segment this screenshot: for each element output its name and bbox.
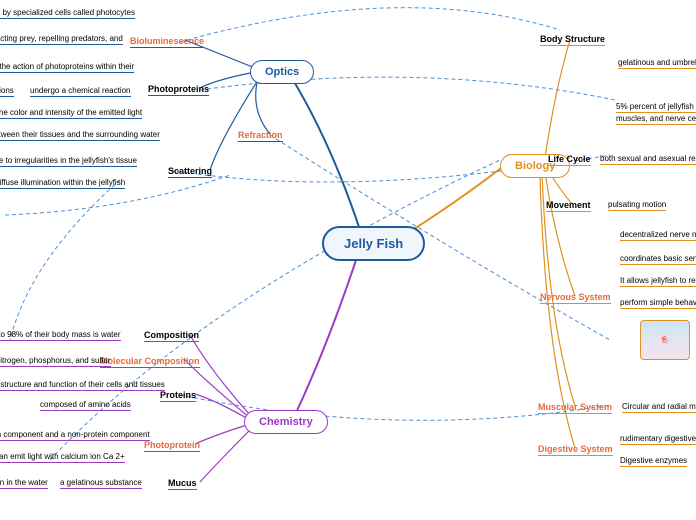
leaf: pulsating motion (608, 200, 666, 211)
sub-life-cycle[interactable]: Life Cycle (548, 154, 591, 166)
leaf: through the action of photoproteins with… (0, 62, 134, 73)
center-node[interactable]: Jelly Fish (322, 226, 425, 261)
leaf: like attracting prey, repelling predator… (0, 34, 123, 45)
leaf: al in the structure and function of thei… (0, 380, 165, 391)
leaf: It allows jellyfish to re (620, 276, 696, 287)
sub-nervous[interactable]: Nervous System (540, 292, 611, 304)
leaf: muscles, and nerve cell (616, 114, 696, 125)
sub-body-structure[interactable]: Body Structure (540, 34, 605, 46)
leaf: xygen, nitrogen, phosphorus, and sulfur (0, 356, 111, 367)
leaf: decentralized nerve n (620, 230, 696, 241)
sub-muscular[interactable]: Muscular System (538, 402, 612, 414)
leaf: n of light by specialized cells called p… (0, 8, 135, 19)
leaf: Circular and radial m (622, 402, 696, 413)
sub-movement[interactable]: Movement (546, 200, 591, 212)
leaf: gelatinous and umbrell (618, 58, 696, 69)
sub-digestive[interactable]: Digestive System (538, 444, 613, 456)
leaf: cium ions (0, 86, 14, 97)
sub-refraction[interactable]: Refraction (238, 130, 283, 142)
leaf: 5% percent of jellyfish b (616, 102, 696, 113)
jellyfish-image-icon: 🪼 (640, 320, 690, 360)
sub-scattering[interactable]: Scattering (168, 166, 212, 178)
sub-molecular[interactable]: Molecular Composition (100, 356, 200, 368)
leaf: ermine the color and intensity of the em… (0, 108, 142, 119)
leaf: a gelatinous substance (60, 478, 142, 489)
leaf: rudimentary digestive (620, 434, 696, 445)
sub-composition[interactable]: Composition (144, 330, 199, 342)
leaf: ndex between their tissues and the surro… (0, 130, 160, 141)
sub-mucus[interactable]: Mucus (168, 478, 197, 490)
sub-photoprotein[interactable]: Photoprotein (144, 440, 200, 452)
leaf: diffuse illumination within the jellyfis… (0, 178, 125, 189)
leaf: Digestive enzymes (620, 456, 687, 467)
leaf: perform simple behav (620, 298, 696, 309)
leaf: undergo a chemical reaction (30, 86, 131, 97)
leaf: due to irregularities in the jellyfish's… (0, 156, 137, 167)
leaf: composed of amino acids (40, 400, 131, 411)
sub-bioluminescence[interactable]: Bioluminescence (130, 36, 204, 48)
leaf: can emit light with calcium ion Ca 2+ (0, 452, 125, 463)
branch-chemistry[interactable]: Chemistry (244, 410, 328, 434)
leaf: ce friction in the water (0, 478, 48, 489)
leaf: both sexual and asexual repr (600, 154, 696, 165)
sub-photoproteins[interactable]: Photoproteins (148, 84, 209, 96)
leaf: 95% to 98% of their body mass is water (0, 330, 121, 341)
branch-optics[interactable]: Optics (250, 60, 314, 84)
leaf: a protein component and a non-protein co… (0, 430, 150, 441)
leaf: coordinates basic sens (620, 254, 696, 265)
sub-proteins[interactable]: Proteins (160, 390, 196, 402)
